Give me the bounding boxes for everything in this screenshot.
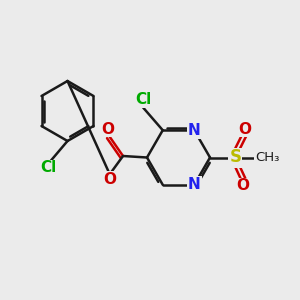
Text: O: O [103, 172, 116, 187]
Text: O: O [101, 122, 115, 136]
Text: N: N [188, 123, 201, 138]
Text: N: N [188, 177, 201, 192]
Text: Cl: Cl [135, 92, 152, 107]
Text: O: O [238, 122, 251, 136]
Text: S: S [230, 148, 242, 166]
Text: Cl: Cl [40, 160, 56, 175]
Text: O: O [236, 178, 250, 194]
Text: CH₃: CH₃ [255, 151, 279, 164]
